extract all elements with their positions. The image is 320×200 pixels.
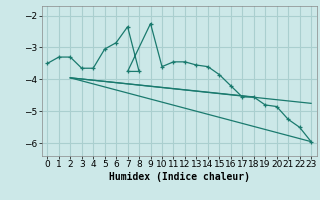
X-axis label: Humidex (Indice chaleur): Humidex (Indice chaleur)	[109, 172, 250, 182]
